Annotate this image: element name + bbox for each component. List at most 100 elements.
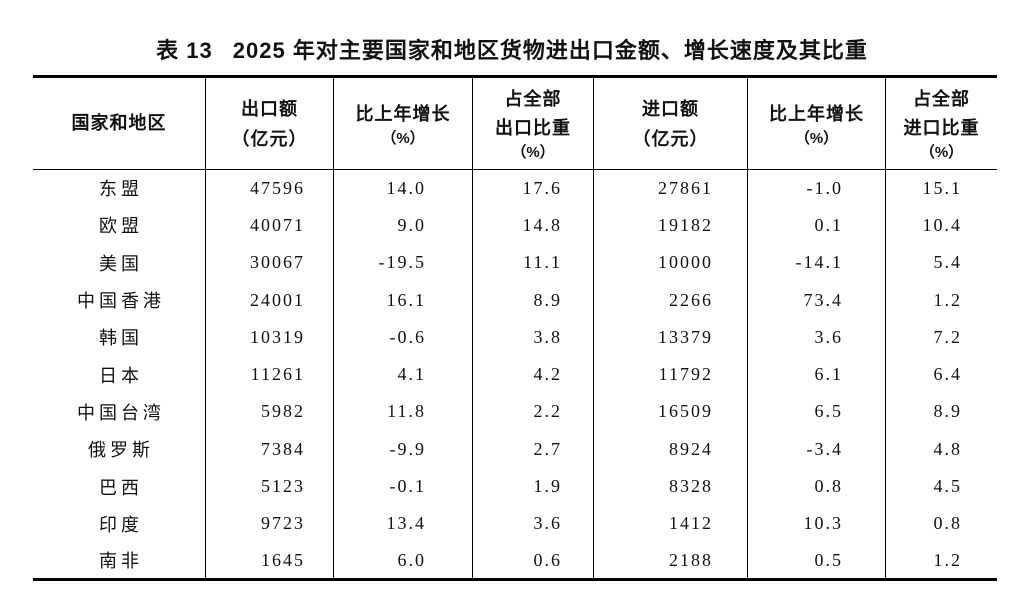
col-header-region: 国家和地区 bbox=[33, 76, 206, 170]
cell-import-growth: 0.5 bbox=[747, 542, 886, 580]
cell-export-share: 1.9 bbox=[472, 467, 594, 506]
cell-import-growth: -1.0 bbox=[747, 169, 886, 207]
cell-import-growth: 73.4 bbox=[747, 281, 886, 319]
cell-export-growth: 11.8 bbox=[333, 393, 473, 431]
cell-import-share: 15.1 bbox=[885, 169, 997, 207]
cell-export-share: 3.8 bbox=[472, 318, 594, 356]
table-row: 欧盟 40071 9.0 14.8 19182 0.1 10.4 bbox=[33, 206, 997, 245]
table-row: 日本 11261 4.1 4.2 11792 6.1 6.4 bbox=[33, 355, 997, 394]
table-title: 表 13 2025 年对主要国家和地区货物进出口金额、增长速度及其比重 bbox=[0, 38, 1024, 64]
cell-export-share: 3.6 bbox=[472, 505, 594, 543]
table-row: 俄罗斯 7384 -9.9 2.7 8924 -3.4 4.8 bbox=[33, 430, 997, 468]
cell-import-share: 1.2 bbox=[885, 281, 997, 319]
cell-import-share: 7.2 bbox=[885, 318, 997, 356]
cell-export-value: 10319 bbox=[205, 318, 334, 356]
cell-import-share: 1.2 bbox=[885, 542, 997, 580]
header-line: 占全部 bbox=[504, 88, 562, 109]
cell-region: 日本 bbox=[99, 365, 143, 386]
cell-import-value: 11792 bbox=[593, 355, 748, 394]
trade-table: 国家和地区 出口额 （亿元） 比上年增长 （%） 占全部 出口比重 （%） 进口… bbox=[33, 75, 997, 582]
header-line: 进口比重 bbox=[903, 117, 980, 138]
cell-import-share: 0.8 bbox=[885, 505, 997, 543]
header-line: 进口额 bbox=[642, 98, 699, 119]
cell-region: 俄罗斯 bbox=[88, 440, 154, 461]
cell-import-growth: -3.4 bbox=[747, 430, 886, 468]
cell-export-value: 24001 bbox=[205, 281, 334, 319]
header-line: 占全部 bbox=[913, 88, 970, 109]
cell-import-growth: 0.8 bbox=[747, 467, 886, 506]
cell-import-share: 8.9 bbox=[885, 393, 997, 431]
cell-import-share: 6.4 bbox=[885, 355, 997, 394]
cell-export-share: 0.6 bbox=[472, 542, 594, 580]
cell-export-growth: -0.1 bbox=[333, 467, 473, 506]
table-title-text: 2025 年对主要国家和地区货物进出口金额、增长速度及其比重 bbox=[232, 38, 868, 63]
cell-export-growth: 6.0 bbox=[333, 542, 473, 580]
cell-region: 中国台湾 bbox=[77, 402, 165, 423]
cell-export-growth: 14.0 bbox=[333, 169, 473, 207]
cell-import-share: 4.5 bbox=[885, 467, 997, 506]
cell-region: 东盟 bbox=[99, 179, 143, 200]
cell-import-value: 16509 bbox=[593, 393, 748, 431]
table-row: 美国 30067 -19.5 11.1 10000 -14.1 5.4 bbox=[33, 244, 997, 282]
table-row: 巴西 5123 -0.1 1.9 8328 0.8 4.5 bbox=[33, 467, 997, 506]
cell-import-value: 13379 bbox=[593, 318, 748, 356]
cell-import-growth: 3.6 bbox=[747, 318, 886, 356]
cell-import-growth: 6.5 bbox=[747, 393, 886, 431]
col-header-export-share: 占全部 出口比重 （%） bbox=[472, 76, 594, 170]
cell-export-share: 2.7 bbox=[472, 430, 594, 468]
header-line: （亿元） bbox=[632, 128, 709, 149]
cell-export-share: 2.2 bbox=[472, 393, 594, 431]
cell-import-growth: 10.3 bbox=[747, 505, 886, 543]
cell-import-share: 10.4 bbox=[885, 206, 997, 245]
header-line: （%） bbox=[381, 129, 425, 147]
cell-export-growth: -19.5 bbox=[333, 244, 473, 282]
table-row: 南非 1645 6.0 0.6 2188 0.5 1.2 bbox=[33, 542, 997, 580]
cell-export-growth: 13.4 bbox=[333, 505, 473, 543]
cell-export-value: 30067 bbox=[205, 244, 334, 282]
cell-region: 欧盟 bbox=[99, 216, 143, 237]
cell-region: 南非 bbox=[99, 551, 143, 572]
cell-export-value: 7384 bbox=[205, 430, 334, 468]
cell-export-share: 11.1 bbox=[472, 244, 594, 282]
cell-import-value: 1412 bbox=[593, 505, 748, 543]
cell-import-growth: 6.1 bbox=[747, 355, 886, 394]
table-row: 韩国 10319 -0.6 3.8 13379 3.6 7.2 bbox=[33, 318, 997, 356]
cell-export-value: 1645 bbox=[205, 542, 334, 580]
cell-import-value: 8924 bbox=[593, 430, 748, 468]
cell-import-value: 27861 bbox=[593, 169, 748, 207]
cell-export-value: 47596 bbox=[205, 169, 334, 207]
header-line: 比上年增长 bbox=[355, 103, 451, 124]
cell-export-value: 5982 bbox=[205, 393, 334, 431]
col-header-export-value: 出口额 （亿元） bbox=[205, 76, 334, 170]
cell-region: 中国香港 bbox=[77, 291, 165, 312]
cell-import-value: 2188 bbox=[593, 542, 748, 580]
cell-import-value: 10000 bbox=[593, 244, 748, 282]
table-body: 东盟 47596 14.0 17.6 27861 -1.0 15.1 欧盟 40… bbox=[33, 169, 997, 580]
cell-export-share: 17.6 bbox=[472, 169, 594, 207]
cell-export-share: 4.2 bbox=[472, 355, 594, 394]
header-line: 国家和地区 bbox=[71, 113, 167, 133]
col-header-import-value: 进口额 （亿元） bbox=[593, 76, 748, 170]
col-header-export-growth: 比上年增长 （%） bbox=[333, 76, 473, 170]
cell-import-growth: 0.1 bbox=[747, 206, 886, 245]
header-row: 国家和地区 出口额 （亿元） 比上年增长 （%） 占全部 出口比重 （%） 进口… bbox=[33, 76, 997, 170]
header-line: （%） bbox=[919, 143, 964, 161]
cell-region: 美国 bbox=[99, 253, 143, 274]
col-header-import-share: 占全部 进口比重 （%） bbox=[885, 76, 997, 170]
cell-export-growth: -9.9 bbox=[333, 430, 473, 468]
cell-import-share: 4.8 bbox=[885, 430, 997, 468]
cell-import-value: 2266 bbox=[593, 281, 748, 319]
cell-import-value: 19182 bbox=[593, 206, 748, 245]
cell-export-growth: -0.6 bbox=[333, 318, 473, 356]
cell-export-growth: 4.1 bbox=[333, 355, 473, 394]
cell-export-value: 9723 bbox=[205, 505, 334, 543]
cell-export-value: 5123 bbox=[205, 467, 334, 506]
cell-export-share: 8.9 bbox=[472, 281, 594, 319]
col-header-import-growth: 比上年增长 （%） bbox=[747, 76, 886, 170]
cell-region: 巴西 bbox=[99, 477, 143, 498]
table-row: 印度 9723 13.4 3.6 1412 10.3 0.8 bbox=[33, 505, 997, 543]
table-row: 中国香港 24001 16.1 8.9 2266 73.4 1.2 bbox=[33, 281, 997, 319]
cell-import-share: 5.4 bbox=[885, 244, 997, 282]
cell-export-growth: 16.1 bbox=[333, 281, 473, 319]
header-line: 出口比重 bbox=[495, 117, 571, 138]
